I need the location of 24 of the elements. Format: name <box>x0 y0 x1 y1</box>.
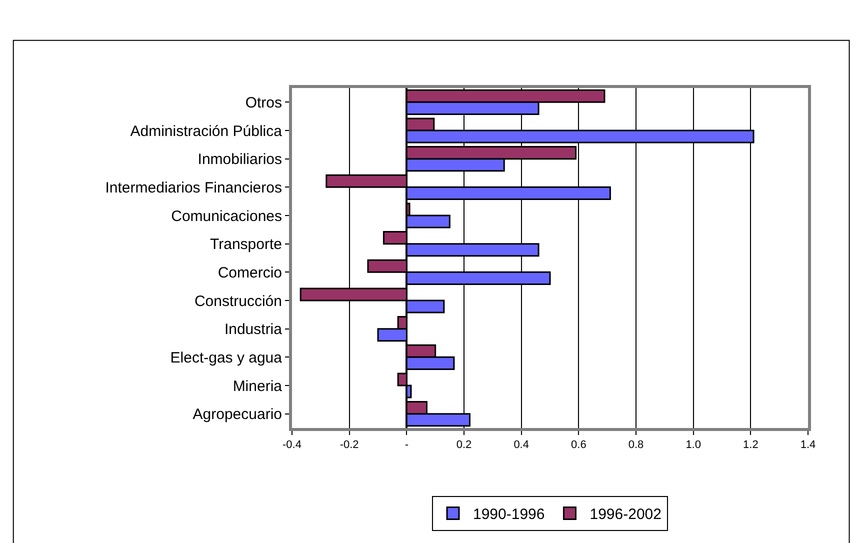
x-tick-label: 1.4 <box>800 439 816 452</box>
legend-label: 1990-1996 <box>473 506 545 524</box>
y-tick-label: Construcción <box>194 292 282 310</box>
x-tick-label: 1.0 <box>686 439 701 452</box>
y-tick-label: Transporte <box>210 236 282 254</box>
x-tick-label: - <box>404 439 409 452</box>
x-tick-label: -0.4 <box>282 439 302 452</box>
y-tick-label: Intermediarios Financieros <box>105 179 282 196</box>
y-tick-label: Administración Pública <box>130 122 283 140</box>
y-tick-label: Mineria <box>232 378 283 395</box>
y-tick-label: Comunicaciones <box>171 208 282 225</box>
y-tick-label: Industria <box>224 321 283 338</box>
x-tick-label: 1.2 <box>743 439 758 452</box>
y-tick-label: Agropecuario <box>192 406 282 424</box>
y-tick-label: Comercio <box>218 264 282 282</box>
x-tick-label: 0.2 <box>456 439 472 452</box>
y-tick-label: Inmobiliarios <box>198 151 282 168</box>
x-tick-label: 0.8 <box>628 439 644 452</box>
y-tick-label: Otros <box>245 94 282 112</box>
x-tick-label: -0.2 <box>340 439 359 452</box>
x-tick-label: 0.4 <box>514 439 529 452</box>
y-tick-label: Elect-gas y agua <box>170 349 283 366</box>
legend-label: 1996-2002 <box>590 506 662 524</box>
x-tick-label: 0.6 <box>571 439 586 452</box>
